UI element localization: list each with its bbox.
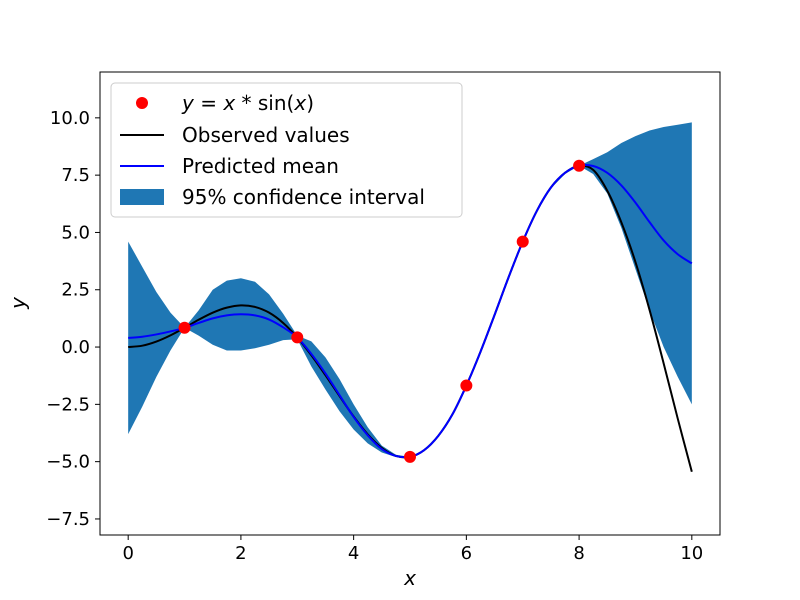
y-axis-label: y bbox=[6, 296, 30, 310]
y-tick-label: 7.5 bbox=[61, 165, 90, 186]
data-point bbox=[460, 379, 473, 392]
x-tick-label: 8 bbox=[573, 543, 584, 564]
y-tick-label: −2.5 bbox=[46, 394, 90, 415]
y-tick-label: 5.0 bbox=[61, 222, 90, 243]
x-tick-label: 6 bbox=[461, 543, 472, 564]
legend: y = x * sin(x) Observed values Predicted… bbox=[110, 82, 463, 218]
x-tick-label: 4 bbox=[348, 543, 359, 564]
legend-box bbox=[110, 82, 463, 218]
plot-area bbox=[128, 122, 693, 472]
y-tick-label: −5.0 bbox=[46, 452, 90, 473]
data-point bbox=[573, 159, 586, 172]
y-tick-label: 0.0 bbox=[61, 337, 90, 358]
y-tick-label: 2.5 bbox=[61, 280, 90, 301]
legend-label-function: y = x * sin(x) bbox=[181, 91, 314, 115]
data-point bbox=[178, 321, 191, 334]
confidence-band bbox=[128, 122, 692, 458]
x-tick-label: 2 bbox=[235, 543, 246, 564]
legend-label-confidence: 95% confidence interval bbox=[182, 185, 425, 209]
y-tick-label: −7.5 bbox=[46, 509, 90, 530]
x-tick-label: 0 bbox=[122, 543, 133, 564]
data-point bbox=[404, 450, 416, 463]
legend-marker-confidence-patch bbox=[120, 189, 164, 205]
axis-ticks: 0 2 4 6 8 10 −7.5 −5.0 −2.5 0.0 2.5 5.0 7.5 10.0 bbox=[46, 108, 703, 564]
legend-label-part: x bbox=[293, 91, 306, 115]
legend-label-part: x bbox=[222, 91, 235, 115]
axes-frame bbox=[99, 71, 721, 536]
y-tick-label: 10.0 bbox=[50, 108, 90, 129]
legend-marker-dot bbox=[136, 97, 148, 109]
legend-label-part: * sin( bbox=[235, 91, 294, 115]
legend-label-predicted: Predicted mean bbox=[182, 154, 339, 178]
x-tick-label: 10 bbox=[680, 543, 703, 564]
legend-label-part: ) bbox=[306, 91, 314, 115]
legend-label-observed: Observed values bbox=[182, 123, 350, 147]
data-point bbox=[291, 331, 304, 344]
legend-label-part: y bbox=[181, 91, 195, 115]
x-axis-label: x bbox=[403, 566, 416, 590]
legend-label-part: = bbox=[194, 91, 223, 115]
data-point bbox=[516, 235, 529, 248]
